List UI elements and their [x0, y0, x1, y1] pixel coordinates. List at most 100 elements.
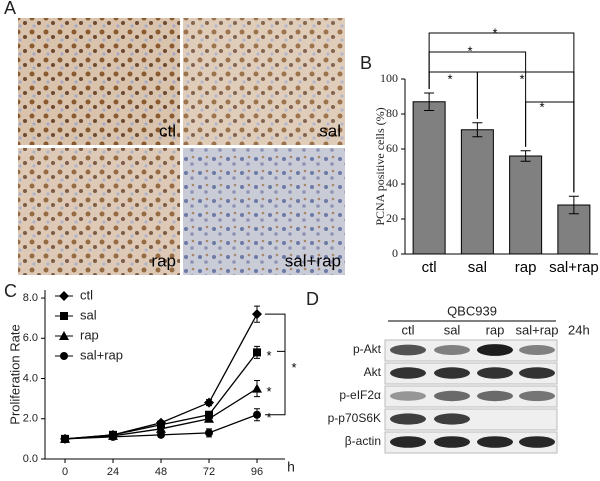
significance-bracket [428, 32, 575, 193]
legend-label: rap [80, 327, 99, 342]
significance-star: * [447, 71, 452, 86]
blot-band [477, 367, 513, 379]
blot-band [519, 436, 555, 448]
y-axis-label: Proliferation Rate [7, 324, 22, 424]
panel-label: B [360, 53, 372, 73]
micrograph [183, 18, 345, 145]
blot-band [477, 390, 513, 402]
blot-strip [384, 339, 558, 362]
blot-band [477, 436, 513, 448]
significance-star: * [539, 99, 544, 114]
y-tick-label: 100 [380, 71, 398, 85]
blot-band [434, 413, 470, 425]
x-tick-label: sal [468, 259, 487, 276]
blot-strip [384, 385, 558, 408]
blot-band [390, 436, 426, 448]
panel-label: D [306, 289, 319, 309]
y-tick-label: 80 [386, 106, 398, 120]
bar [460, 129, 494, 255]
lane-label: ctl [402, 322, 415, 337]
blot-band [519, 367, 555, 379]
marker [253, 348, 261, 357]
legend-label: sal+rap [80, 347, 123, 362]
significance-bracket [525, 101, 575, 193]
blot-strip [384, 408, 558, 431]
y-axis-label: PCNA positive cells (%) [373, 107, 387, 225]
marker [205, 428, 213, 437]
y-tick-label: 0.0 [23, 453, 38, 465]
bar [412, 101, 446, 255]
legend-label: sal [80, 307, 97, 322]
row-label: p-p70S6K [328, 411, 381, 425]
significance-star: * [492, 25, 497, 40]
y-tick-label: 6.0 [23, 332, 38, 344]
y-tick-label: 2.0 [23, 413, 38, 425]
x-tick-label: 72 [203, 466, 215, 478]
image-label: rap [151, 251, 176, 270]
blot-band [477, 344, 513, 356]
marker [156, 423, 166, 433]
x-tick-label: 0 [62, 466, 68, 478]
significance-star: * [467, 43, 472, 58]
micrograph [183, 148, 345, 275]
y-tick-label: 20 [386, 211, 398, 225]
blot-band [519, 345, 555, 355]
blot-band [390, 344, 426, 356]
marker [109, 432, 117, 441]
panel-label: C [4, 281, 17, 301]
micrograph [18, 148, 180, 275]
blot-band [434, 436, 470, 448]
y-tick-label: 60 [386, 141, 398, 155]
lane-label: rap [486, 322, 505, 337]
significance-star: * [266, 410, 271, 425]
y-tick-label: 40 [386, 176, 398, 190]
error-bar [568, 195, 579, 215]
significance-bracket [265, 313, 286, 416]
significance-star: * [291, 360, 296, 375]
error-bar [520, 150, 531, 162]
error-bar [472, 122, 483, 138]
lane-label: sal+rap [516, 322, 559, 337]
cell-line: QBC939 [447, 303, 497, 318]
image-label: sal+rap [285, 251, 341, 270]
marker [253, 410, 261, 419]
row-label: β-actin [345, 434, 381, 448]
significance-star: * [266, 348, 271, 363]
x-tick-label: sal+rap [549, 259, 599, 276]
significance-bracket [428, 51, 527, 147]
row-label: p-Akt [353, 342, 382, 356]
x-axis-label: h [287, 459, 295, 475]
micrograph [18, 18, 180, 145]
blot-strip [384, 362, 558, 385]
image-label: sal [319, 121, 341, 140]
x-tick-label: rap [515, 259, 537, 276]
legend-marker [59, 331, 69, 340]
blot-band [519, 390, 555, 402]
marker [204, 413, 214, 423]
x-tick-label: 48 [155, 466, 167, 478]
x-tick-label: ctl [422, 259, 437, 276]
bar [509, 155, 543, 255]
legend-marker [59, 291, 69, 301]
significance-star: * [266, 384, 271, 399]
marker [252, 383, 262, 393]
blot-band [390, 391, 426, 401]
panel-label: A [4, 0, 16, 18]
y-tick-label: 4.0 [23, 372, 38, 384]
x-tick-label: 96 [251, 466, 263, 478]
error-bar [424, 92, 435, 111]
legend-marker [60, 312, 68, 320]
marker [157, 430, 165, 439]
blot-band [390, 367, 426, 379]
legend-label: ctl [80, 287, 93, 302]
x-tick-label: 24 [107, 466, 119, 478]
blot-band [434, 367, 470, 379]
image-label: ctl [159, 121, 176, 140]
time-label: 24h [568, 322, 590, 337]
y-tick-label: 8.0 [23, 292, 38, 304]
row-label: p-eIF2α [339, 388, 381, 402]
marker [61, 434, 69, 443]
y-tick-label: 0 [392, 246, 398, 260]
series: sal+rap [55, 347, 261, 443]
panel-a: ctl sal rap sal+rap [18, 18, 345, 275]
